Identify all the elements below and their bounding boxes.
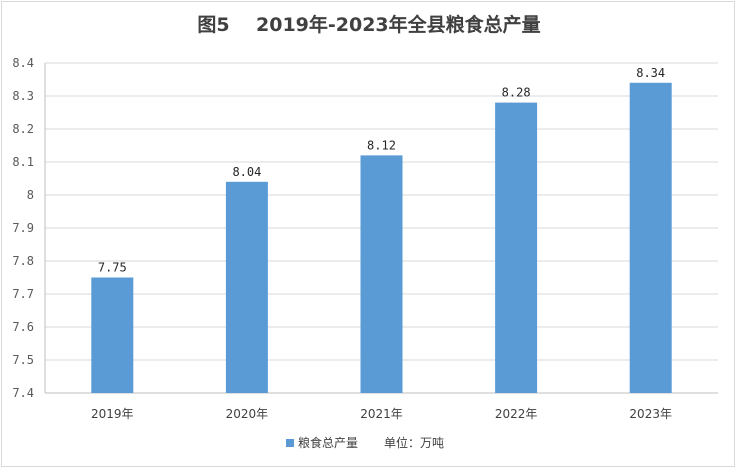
- bar-value-label: 8.12: [367, 138, 396, 152]
- y-tick-label: 7.5: [12, 353, 34, 367]
- y-tick-label: 8: [27, 188, 34, 202]
- y-tick-label: 7.6: [12, 320, 34, 334]
- x-axis-ticks: 2019年 2020年 2021年 2022年 2023年: [91, 407, 672, 421]
- x-tick-label: 2022年: [495, 407, 538, 421]
- bar: [225, 181, 268, 393]
- x-tick-label: 2023年: [629, 407, 672, 421]
- y-tick-label: 7.7: [12, 287, 34, 301]
- bar-value-label: 7.75: [98, 261, 127, 275]
- y-tick-label: 8.4: [12, 56, 34, 70]
- y-tick-label: 7.4: [12, 386, 34, 400]
- x-tick-label: 2020年: [226, 407, 269, 421]
- y-tick-label: 7.9: [12, 221, 34, 235]
- x-tick-label: 2019年: [91, 407, 134, 421]
- y-tick-label: 7.8: [12, 254, 34, 268]
- legend: 粮食总产量 单位：万吨: [286, 435, 444, 450]
- y-tick-label: 8.2: [12, 122, 34, 136]
- unit-note: 单位：万吨: [384, 435, 444, 450]
- chart-title: 图5 2019年-2023年全县粮食总产量: [197, 14, 541, 36]
- bar: [360, 155, 403, 393]
- data-labels: 7.75 8.04 8.12 8.28 8.34: [98, 66, 665, 275]
- y-axis-ticks: 7.4 7.5 7.6 7.7 7.8 7.9 8 8.1 8.2 8.3 8.4: [12, 56, 34, 400]
- bar-value-label: 8.34: [636, 66, 665, 80]
- bar: [495, 102, 538, 393]
- bar: [91, 277, 134, 393]
- x-tick-label: 2021年: [360, 407, 403, 421]
- bars: [91, 82, 672, 394]
- bar-value-label: 8.28: [502, 86, 531, 100]
- bar: [629, 82, 672, 394]
- y-tick-label: 8.1: [12, 155, 34, 169]
- legend-swatch: [286, 439, 294, 447]
- bar-value-label: 8.04: [232, 165, 261, 179]
- legend-series-label: 粮食总产量: [298, 435, 358, 450]
- y-tick-label: 8.3: [12, 89, 34, 103]
